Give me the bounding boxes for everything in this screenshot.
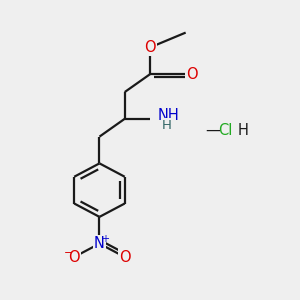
Text: NH: NH bbox=[158, 108, 179, 123]
Text: +: + bbox=[101, 234, 109, 244]
Text: O: O bbox=[186, 67, 198, 82]
Text: —: — bbox=[205, 123, 220, 138]
Text: H: H bbox=[162, 119, 172, 132]
Text: O: O bbox=[144, 40, 156, 55]
Text: −: − bbox=[64, 248, 73, 257]
Text: O: O bbox=[68, 250, 80, 265]
Text: O: O bbox=[119, 250, 130, 265]
Text: H: H bbox=[238, 123, 249, 138]
Text: Cl: Cl bbox=[218, 123, 233, 138]
Text: N: N bbox=[94, 236, 105, 251]
